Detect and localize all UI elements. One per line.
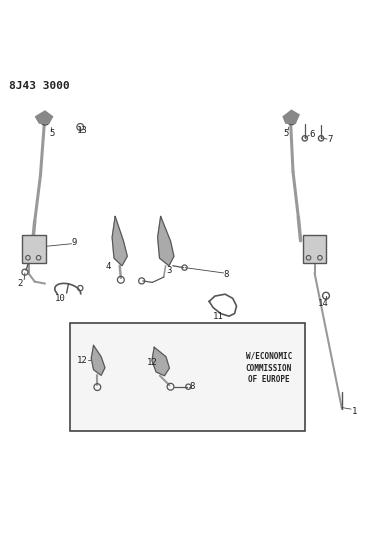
Text: 6: 6 xyxy=(309,131,314,140)
Text: 2: 2 xyxy=(18,279,23,288)
Text: 13: 13 xyxy=(77,126,87,135)
Polygon shape xyxy=(158,216,174,266)
Text: 4: 4 xyxy=(106,262,111,271)
FancyBboxPatch shape xyxy=(303,235,326,263)
Text: 5: 5 xyxy=(284,128,289,138)
Text: 1: 1 xyxy=(351,407,357,416)
Text: 12: 12 xyxy=(77,356,87,365)
Text: 8J43 3000: 8J43 3000 xyxy=(9,82,70,91)
Text: 5: 5 xyxy=(49,128,55,138)
Text: 10: 10 xyxy=(55,294,66,303)
Polygon shape xyxy=(36,111,53,123)
Polygon shape xyxy=(91,345,105,375)
Bar xyxy=(70,324,305,431)
Text: 3: 3 xyxy=(166,266,172,275)
Text: 8: 8 xyxy=(190,382,195,391)
Text: 8: 8 xyxy=(223,270,229,279)
Polygon shape xyxy=(152,348,169,376)
Text: 11: 11 xyxy=(213,312,224,321)
Polygon shape xyxy=(112,216,127,266)
Text: W/ECONOMIC
COMMISSION
OF EUROPE: W/ECONOMIC COMMISSION OF EUROPE xyxy=(246,352,292,384)
Polygon shape xyxy=(283,110,299,123)
Text: 14: 14 xyxy=(317,299,329,308)
Text: 7: 7 xyxy=(327,135,332,144)
FancyBboxPatch shape xyxy=(22,235,46,263)
Text: 9: 9 xyxy=(72,238,77,247)
Text: 12: 12 xyxy=(147,358,158,367)
